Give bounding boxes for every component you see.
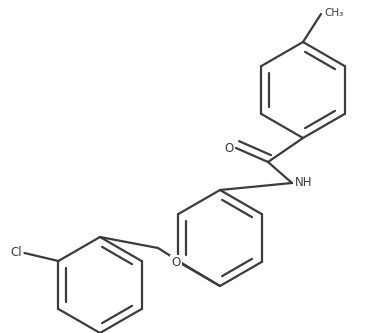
Text: O: O bbox=[171, 256, 181, 269]
Text: O: O bbox=[224, 142, 234, 155]
Text: Cl: Cl bbox=[10, 245, 22, 258]
Text: CH₃: CH₃ bbox=[324, 8, 343, 18]
Text: NH: NH bbox=[295, 175, 313, 188]
